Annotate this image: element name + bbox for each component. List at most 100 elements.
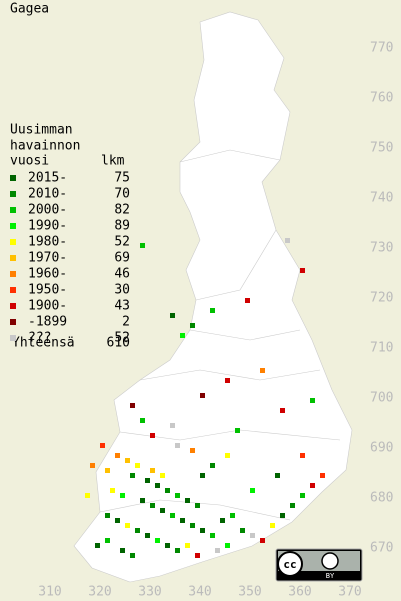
x-label: 320 xyxy=(88,585,111,600)
observation-square xyxy=(160,473,165,478)
observation-square xyxy=(225,378,230,383)
y-label: 690 xyxy=(370,441,393,456)
legend-header: havainnon xyxy=(10,139,80,154)
observation-square xyxy=(140,418,145,423)
badge-by: BY xyxy=(326,572,335,580)
y-label: 750 xyxy=(370,141,393,156)
observation-square xyxy=(300,268,305,273)
legend-total-label: Yhteensä xyxy=(12,336,75,351)
y-label: 700 xyxy=(370,391,393,406)
observation-square xyxy=(195,553,200,558)
observation-square xyxy=(300,453,305,458)
legend-header: vuosi xyxy=(10,154,49,169)
observation-square xyxy=(245,298,250,303)
observation-square xyxy=(165,488,170,493)
x-label: 310 xyxy=(38,585,61,600)
observation-square xyxy=(90,463,95,468)
observation-square xyxy=(175,548,180,553)
legend-swatch xyxy=(10,239,16,245)
region-borders xyxy=(99,149,341,521)
legend-label: 2015- xyxy=(28,171,67,186)
cc-badge: cc BY xyxy=(275,548,363,582)
observation-square xyxy=(210,308,215,313)
observation-square xyxy=(125,523,130,528)
legend-swatch xyxy=(10,207,16,213)
legend-swatch xyxy=(10,287,16,293)
x-label: 360 xyxy=(288,585,311,600)
observation-square xyxy=(145,478,150,483)
observation-square xyxy=(310,483,315,488)
observation-square xyxy=(230,513,235,518)
observation-square xyxy=(140,243,145,248)
observation-square xyxy=(155,483,160,488)
observation-square xyxy=(105,468,110,473)
observation-square xyxy=(200,393,205,398)
observation-square xyxy=(280,513,285,518)
observation-square xyxy=(175,443,180,448)
legend-label: 1950- xyxy=(28,283,67,298)
observation-square xyxy=(200,473,205,478)
observation-square xyxy=(150,503,155,508)
observation-square xyxy=(140,498,145,503)
observation-square xyxy=(175,493,180,498)
observation-square xyxy=(210,533,215,538)
observation-square xyxy=(150,468,155,473)
x-label: 350 xyxy=(238,585,261,600)
observation-square xyxy=(200,528,205,533)
observation-square xyxy=(220,518,225,523)
observation-square xyxy=(290,503,295,508)
legend-count: 70 xyxy=(114,187,130,202)
observation-square xyxy=(105,538,110,543)
observation-square xyxy=(85,493,90,498)
legend-label: -1899 xyxy=(28,315,67,330)
legend-swatch xyxy=(10,303,16,309)
observation-square xyxy=(285,238,290,243)
observation-square xyxy=(100,443,105,448)
legend-swatch xyxy=(10,175,16,181)
legend-count-header: lkm xyxy=(101,154,125,169)
legend-label: 2010- xyxy=(28,187,67,202)
observation-square xyxy=(130,403,135,408)
legend-count: 30 xyxy=(114,283,130,298)
observation-square xyxy=(160,508,165,513)
observation-square xyxy=(250,533,255,538)
legend-label: 1960- xyxy=(28,267,67,282)
observation-square xyxy=(210,463,215,468)
legend-swatch xyxy=(10,335,16,341)
legend-count: 43 xyxy=(114,299,130,314)
legend-swatch xyxy=(10,223,16,229)
observation-square xyxy=(260,538,265,543)
observation-square xyxy=(260,368,265,373)
observation-square xyxy=(310,398,315,403)
y-label: 670 xyxy=(370,541,393,556)
legend-count: 75 xyxy=(114,171,130,186)
legend-label: ??? xyxy=(28,331,51,346)
observation-square xyxy=(135,528,140,533)
observation-square xyxy=(105,513,110,518)
observation-square xyxy=(320,473,325,478)
observation-square xyxy=(280,408,285,413)
observation-square xyxy=(180,518,185,523)
legend-swatch xyxy=(10,319,16,325)
observation-square xyxy=(225,453,230,458)
observation-square xyxy=(120,548,125,553)
legend-label: 1980- xyxy=(28,235,67,250)
observation-square xyxy=(115,453,120,458)
observation-square xyxy=(125,458,130,463)
observation-square xyxy=(170,513,175,518)
observation-square xyxy=(240,528,245,533)
observation-square xyxy=(225,543,230,548)
legend-count: 52 xyxy=(114,331,130,346)
observation-square xyxy=(185,498,190,503)
observation-square xyxy=(95,543,100,548)
observation-square xyxy=(185,543,190,548)
legend-label: 1990- xyxy=(28,219,67,234)
observation-square xyxy=(165,543,170,548)
legend-label: 1970- xyxy=(28,251,67,266)
y-label: 760 xyxy=(370,91,393,106)
legend-count: 82 xyxy=(114,203,130,218)
observation-square xyxy=(235,428,240,433)
observation-square xyxy=(180,333,185,338)
x-label: 340 xyxy=(188,585,211,600)
observation-square xyxy=(120,493,125,498)
